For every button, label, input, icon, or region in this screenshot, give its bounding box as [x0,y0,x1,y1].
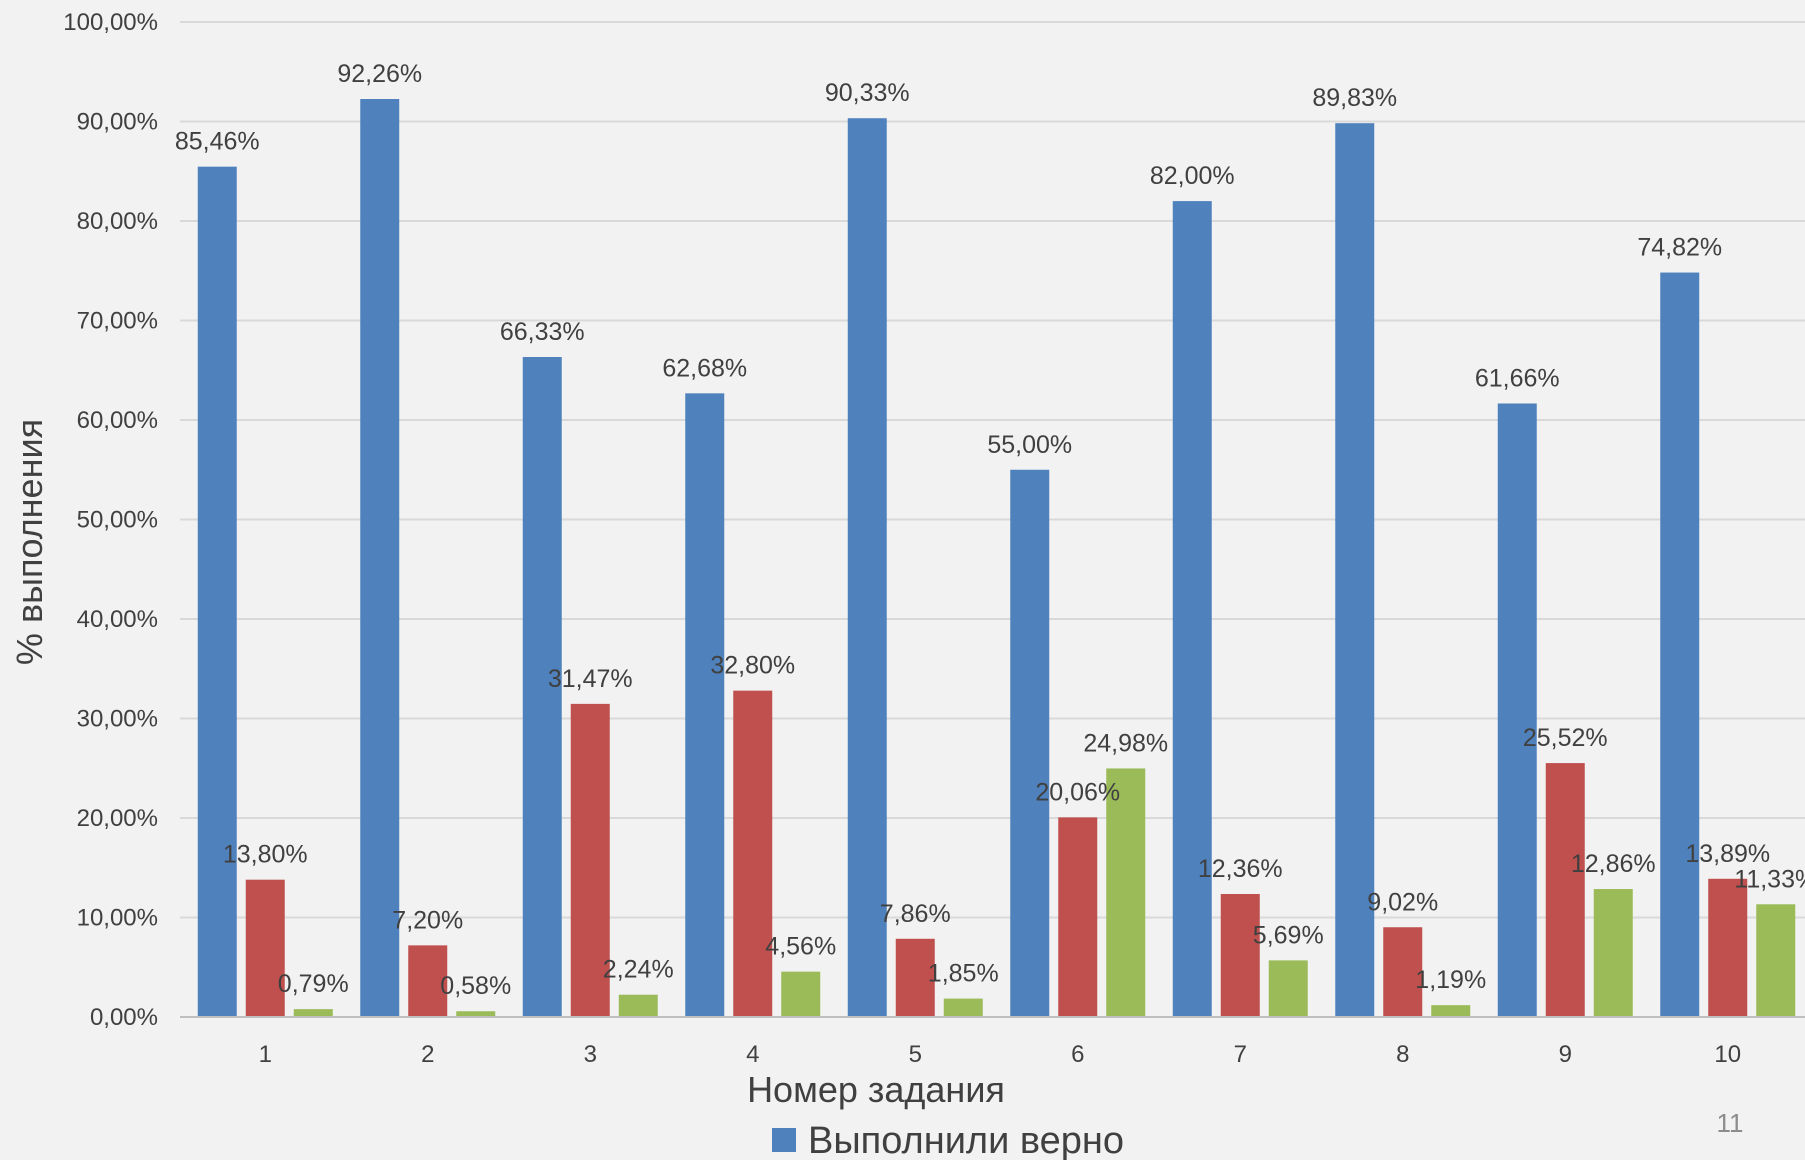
bar-partial-6 [1058,817,1098,1017]
data-label-other-5: 1,85% [928,960,999,988]
bar-partial-3 [570,703,610,1017]
data-label-correct-7: 82,00% [1150,162,1235,190]
x-tick-label: 2 [421,1041,434,1068]
data-label-partial-6: 20,06% [1035,778,1120,806]
y-tick-label: 60,00% [77,407,158,434]
bar-other-8 [1431,1005,1471,1017]
bar-partial-9 [1545,763,1585,1017]
data-label-other-1: 0,79% [278,970,349,998]
bar-correct-6 [1010,469,1050,1017]
data-label-other-4: 4,56% [765,933,836,961]
bar-partial-7 [1220,894,1260,1017]
bar-correct-4 [685,393,725,1018]
y-tick-label: 20,00% [77,805,158,832]
data-label-partial-5: 7,86% [880,900,951,928]
data-labels: 85,46% 13,80% 0,79% 92,26% 7,20% 0,58% 66,33% 3… [175,60,1805,1000]
y-tick-label: 100,00% [63,9,158,36]
data-label-other-8: 1,19% [1415,966,1486,994]
bar-partial-8 [1383,927,1423,1017]
data-label-correct-4: 62,68% [662,354,747,382]
bar-correct-2 [360,99,400,1017]
y-axis-title: % выполнения [9,419,50,665]
data-label-partial-4: 32,80% [710,652,795,680]
x-axis-title: Номер задания [747,1069,1005,1110]
bar-correct-7 [1172,201,1212,1018]
bar-correct-9 [1497,403,1537,1017]
y-tick-label: 30,00% [77,706,158,733]
bar-correct-8 [1335,123,1375,1017]
data-label-other-3: 2,24% [603,956,674,984]
bar-other-1 [293,1009,333,1017]
legend-label: Выполнили верно [808,1120,1124,1160]
y-tick-label: 0,00% [90,1004,158,1031]
data-label-correct-5: 90,33% [825,79,910,107]
data-label-partial-1: 13,80% [223,841,308,869]
data-label-correct-8: 89,83% [1312,84,1397,112]
bar-partial-5 [895,938,935,1017]
bars [197,99,1796,1018]
y-tick-label: 70,00% [77,308,158,335]
data-label-correct-6: 55,00% [987,431,1072,459]
bar-partial-10 [1708,878,1748,1017]
gridlines [180,21,1805,919]
x-tick-label: 4 [746,1041,759,1068]
data-label-partial-9: 25,52% [1523,724,1608,752]
bar-partial-4 [733,690,773,1017]
page-number: 11 [1717,1108,1744,1138]
bar-correct-3 [522,357,562,1018]
bar-other-3 [618,994,658,1017]
bar-correct-5 [847,118,887,1018]
legend-swatch [772,1128,796,1152]
x-tick-label: 6 [1071,1041,1084,1068]
x-tick-label: 10 [1714,1041,1741,1068]
bar-partial-1 [245,879,285,1017]
legend: Выполнили верно [772,1120,1124,1160]
bar-other-4 [781,971,821,1017]
x-axis-ticks: 1 2 3 4 5 6 7 8 9 10 [259,1041,1742,1068]
data-label-correct-10: 74,82% [1637,234,1722,262]
x-tick-label: 7 [1234,1041,1247,1068]
bar-partial-2 [408,945,448,1017]
data-label-other-6: 24,98% [1083,729,1168,757]
bar-other-6 [1106,768,1146,1017]
bar-correct-1 [197,166,237,1018]
bar-other-5 [943,998,983,1017]
y-tick-label: 40,00% [77,606,158,633]
y-axis-ticks: 0,00% 10,00% 20,00% 30,00% 40,00% 50,00% 60,00… [63,9,158,1031]
data-label-correct-2: 92,26% [337,60,422,88]
bar-other-2 [456,1011,496,1017]
data-label-correct-1: 85,46% [175,128,260,156]
data-label-other-10: 11,33% [1734,865,1805,893]
x-tick-label: 1 [259,1041,272,1068]
data-label-partial-8: 9,02% [1367,888,1438,916]
y-tick-label: 80,00% [77,208,158,235]
bar-other-10 [1756,904,1796,1017]
bar-other-7 [1268,960,1308,1017]
x-tick-label: 3 [584,1041,597,1068]
y-tick-label: 50,00% [77,507,158,534]
data-label-other-7: 5,69% [1253,921,1324,949]
data-label-other-9: 12,86% [1571,850,1656,878]
data-label-correct-3: 66,33% [500,318,585,346]
data-label-partial-2: 7,20% [392,906,463,934]
data-label-correct-9: 61,66% [1475,364,1560,392]
data-label-other-2: 0,58% [440,972,511,1000]
x-tick-label: 9 [1559,1041,1572,1068]
data-label-partial-7: 12,36% [1198,855,1283,883]
x-tick-label: 5 [909,1041,922,1068]
data-label-partial-10: 13,89% [1685,840,1770,868]
data-label-partial-3: 31,47% [548,665,633,693]
y-tick-label: 10,00% [77,905,158,932]
bar-other-9 [1593,889,1633,1017]
y-tick-label: 90,00% [77,109,158,136]
x-tick-label: 8 [1396,1041,1409,1068]
bar-correct-10 [1660,272,1700,1017]
